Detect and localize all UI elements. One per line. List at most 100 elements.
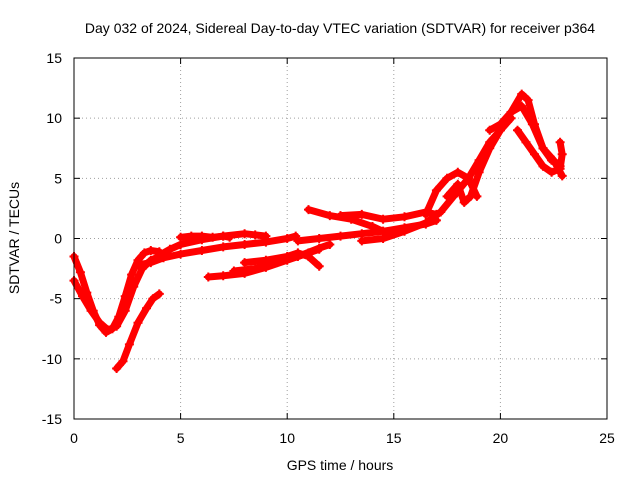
data-point [225, 232, 235, 242]
data-point [197, 246, 207, 255]
x-tick-label: 10 [279, 430, 295, 446]
data-point [127, 270, 137, 280]
data-point [142, 303, 151, 313]
data-point [538, 161, 548, 171]
data-point [250, 264, 260, 274]
data-point [75, 267, 85, 277]
y-tick-label: 15 [46, 50, 62, 66]
data-point [120, 306, 130, 316]
data-point [485, 125, 495, 135]
data-point [474, 167, 484, 177]
tick-layer: 0 5 10 15 20 25 -15 -10 -5 0 5 10 15 [42, 50, 615, 446]
data-point [466, 191, 476, 201]
data-point [203, 272, 213, 282]
data-series-arc-3 [112, 289, 164, 373]
data-point [314, 243, 324, 253]
data-point [517, 89, 527, 99]
x-tick-label: 5 [177, 430, 185, 446]
data-point [453, 179, 463, 189]
data-point [78, 291, 87, 301]
data-point [139, 248, 149, 258]
data-point [304, 252, 313, 261]
data-point [357, 236, 367, 246]
data-point [261, 255, 271, 265]
data-point [148, 294, 158, 304]
x-tick-label: 20 [493, 430, 509, 446]
data-point [357, 209, 367, 219]
y-axis-label: SDTVAR / TECUs [6, 182, 22, 294]
x-axis-label: GPS time / hours [287, 457, 394, 473]
data-point [240, 240, 250, 249]
data-point [154, 289, 164, 299]
data-point [431, 185, 441, 195]
data-point [513, 125, 522, 135]
y-tick-label: 0 [54, 231, 62, 247]
data-point [304, 205, 313, 215]
data-point [133, 260, 143, 270]
data-point [557, 149, 567, 159]
data-point [555, 137, 565, 147]
data-point [459, 197, 469, 207]
data-point [336, 211, 345, 221]
data-point [523, 95, 533, 105]
data-point [538, 143, 548, 153]
data-point [197, 231, 207, 241]
data-point [463, 173, 473, 183]
data-series-arc-14 [421, 167, 482, 219]
data-point [129, 282, 139, 292]
data-point [133, 318, 143, 328]
data-point [325, 211, 335, 221]
data-point [555, 164, 565, 174]
data-point [186, 231, 196, 241]
y-tick-label: 5 [54, 170, 62, 186]
x-tick-label: 15 [386, 430, 402, 446]
data-point [229, 266, 239, 276]
data-series-arc-6 [176, 231, 235, 242]
data-point [547, 167, 557, 177]
y-tick-label: -10 [42, 351, 62, 367]
series-trace [422, 168, 481, 218]
data-point [282, 234, 292, 243]
data-point [436, 207, 446, 217]
data-point [240, 258, 250, 268]
data-point [378, 234, 388, 243]
data-point [282, 252, 292, 261]
data-point [442, 191, 452, 201]
data-point [527, 119, 537, 129]
series-trace [486, 102, 566, 180]
series-layer [69, 89, 567, 373]
data-point [485, 143, 495, 153]
data-point [118, 356, 128, 366]
x-tick-label: 0 [70, 430, 78, 446]
data-point [453, 167, 463, 177]
data-series-arc-11 [304, 205, 388, 236]
data-point [557, 171, 567, 181]
data-point [112, 364, 122, 373]
data-series-arc-16 [485, 101, 567, 181]
data-point [421, 209, 431, 219]
data-point [293, 248, 303, 258]
x-tick-label: 25 [599, 430, 615, 446]
data-point [146, 258, 156, 268]
data-point [95, 318, 105, 328]
data-point [250, 230, 260, 240]
data-point [517, 101, 527, 111]
data-point [176, 232, 186, 242]
data-point [154, 250, 164, 260]
data-point [506, 107, 516, 117]
data-point [218, 242, 228, 252]
data-point [495, 119, 505, 129]
data-series-arc-17 [513, 125, 567, 177]
data-point [400, 212, 409, 222]
series-trace [134, 232, 300, 269]
y-tick-label: -15 [42, 411, 62, 427]
data-point [124, 339, 134, 349]
data-point [442, 173, 452, 183]
data-point [400, 226, 409, 236]
data-point [208, 232, 218, 242]
y-tick-label: 10 [46, 110, 62, 126]
data-point [314, 261, 324, 271]
data-point [325, 240, 335, 249]
data-point [218, 231, 228, 241]
data-point [103, 325, 113, 335]
